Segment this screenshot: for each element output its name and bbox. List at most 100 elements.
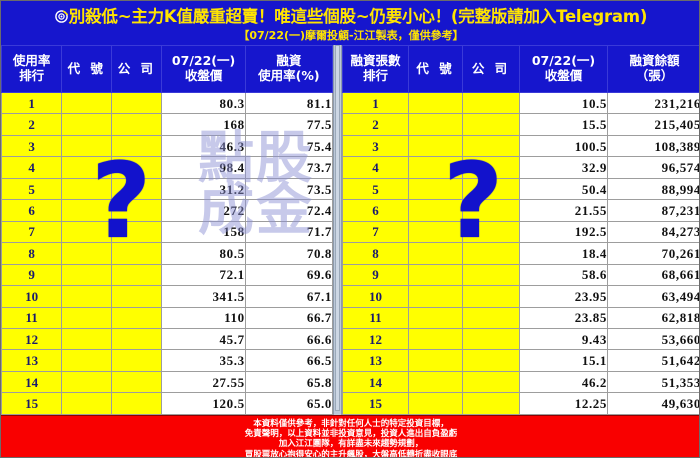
cell-company xyxy=(462,392,520,415)
table-row: 9 58.6 68,661 xyxy=(342,263,699,287)
cell-code xyxy=(61,285,113,308)
cell-value: 53,660 xyxy=(607,327,699,351)
table-row: 10 341.5 67.1 xyxy=(1,285,334,308)
right-table-body: 1 10.5 231,216 2 15.5 215,405 3 100.5 108,389 4 32… xyxy=(342,91,699,415)
table-row: 3 46.3 75.4 xyxy=(1,134,334,158)
cell-value: 88,994 xyxy=(607,177,699,201)
table-row: 5 50.4 88,994 xyxy=(342,177,699,201)
cell-close-price: 10.5 xyxy=(519,91,608,115)
cell-close-price: 80.3 xyxy=(161,91,246,115)
column-header-margin-usage-rate: 融資 使用率(%) xyxy=(244,45,334,93)
cell-rank: 13 xyxy=(342,349,409,372)
cell-value: 73.7 xyxy=(244,156,334,179)
cell-value: 63,494 xyxy=(607,285,699,308)
cell-code xyxy=(61,392,113,415)
cell-close-price: 341.5 xyxy=(161,285,246,308)
cell-rank: 11 xyxy=(1,306,63,329)
table-row: 4 98.4 73.7 xyxy=(1,156,334,179)
page-title: 別殺低~主力K值嚴重超賣！唯這些個股~仍要小心！(完整版請加入Telegram) xyxy=(1,3,699,27)
cell-code xyxy=(408,392,463,415)
cell-code xyxy=(61,370,113,394)
cell-close-price: 192.5 xyxy=(519,220,608,244)
cell-company xyxy=(462,242,520,265)
cell-close-price: 98.4 xyxy=(161,156,246,179)
cell-code xyxy=(408,263,463,287)
cell-close-price: 23.85 xyxy=(519,306,608,329)
cell-rank: 10 xyxy=(342,285,409,308)
vertical-scrollbar[interactable] xyxy=(333,45,342,415)
target-icon xyxy=(54,10,68,23)
cell-company xyxy=(111,349,163,372)
cell-code xyxy=(61,199,113,222)
column-header-rank: 融資張數 排行 xyxy=(342,45,409,93)
cell-code xyxy=(408,199,463,222)
column-header-close-price: 07/22(一) 收盤價 xyxy=(519,45,608,93)
cell-rank: 4 xyxy=(342,156,409,179)
cell-close-price: 15.1 xyxy=(519,349,608,372)
cell-code xyxy=(61,349,113,372)
cell-code xyxy=(408,242,463,265)
cell-rank: 7 xyxy=(342,220,409,244)
cell-company xyxy=(462,306,520,329)
cell-company xyxy=(462,285,520,308)
table-row: 4 32.9 96,574 xyxy=(342,156,699,179)
cell-value: 70.8 xyxy=(244,242,334,265)
cell-close-price: 12.25 xyxy=(519,392,608,415)
cell-value: 75.4 xyxy=(244,134,334,158)
cell-value: 49,630 xyxy=(607,392,699,415)
cell-code xyxy=(408,306,463,329)
cell-value: 66.5 xyxy=(244,349,334,372)
cell-rank: 14 xyxy=(1,370,63,394)
cell-code xyxy=(61,306,113,329)
cell-value: 71.7 xyxy=(244,220,334,244)
cell-value: 51,353 xyxy=(607,370,699,394)
cell-close-price: 100.5 xyxy=(519,134,608,158)
disclaimer-line: 加入江江團隊，有詳盡未來趨勢規劃， xyxy=(278,439,424,450)
cell-company xyxy=(111,91,163,115)
scrollbar-thumb[interactable] xyxy=(335,45,340,411)
cell-code xyxy=(408,134,463,158)
table-row: 15 12.25 49,630 xyxy=(342,392,699,415)
table-row: 11 23.85 62,818 xyxy=(342,306,699,329)
cell-value: 66.6 xyxy=(244,327,334,351)
cell-rank: 7 xyxy=(1,220,63,244)
header-banner: 別殺低~主力K值嚴重超賣！唯這些個股~仍要小心！(完整版請加入Telegram)… xyxy=(1,1,699,45)
table-row: 1 10.5 231,216 xyxy=(342,91,699,115)
cell-code xyxy=(408,327,463,351)
cell-close-price: 23.95 xyxy=(519,285,608,308)
cell-rank: 12 xyxy=(1,327,63,351)
cell-rank: 10 xyxy=(1,285,63,308)
cell-rank: 5 xyxy=(1,177,63,201)
cell-company xyxy=(111,370,163,394)
cell-company xyxy=(111,327,163,351)
cell-code xyxy=(61,177,113,201)
cell-rank: 13 xyxy=(1,349,63,372)
cell-close-price: 50.4 xyxy=(519,177,608,201)
cell-rank: 3 xyxy=(1,134,63,158)
disclaimer-line: 買股票放心抱得安心的主升飆股，大盤高低轉折盡收眼底 xyxy=(244,449,458,458)
cell-rank: 15 xyxy=(1,392,63,415)
cell-close-price: 18.4 xyxy=(519,242,608,265)
table-row: 9 72.1 69.6 xyxy=(1,263,334,287)
table-header-row: 融資張數 排行 代 號 公 司 07/22(一) 收盤價 xyxy=(342,45,699,93)
cell-company xyxy=(111,285,163,308)
column-header-close-price: 07/22(一) 收盤價 xyxy=(161,45,246,93)
cell-rank: 11 xyxy=(342,306,409,329)
cell-value: 108,389 xyxy=(607,134,699,158)
table-row: 12 45.7 66.6 xyxy=(1,327,334,351)
cell-close-price: 35.3 xyxy=(161,349,246,372)
table-row: 11 110 66.7 xyxy=(1,306,334,329)
cell-value: 65.0 xyxy=(244,392,334,415)
cell-company xyxy=(462,220,520,244)
cell-value: 69.6 xyxy=(244,263,334,287)
column-header-rank: 使用率 排行 xyxy=(1,45,63,93)
table-row: 2 168 77.5 xyxy=(1,113,334,136)
cell-close-price: 80.5 xyxy=(161,242,246,265)
cell-close-price: 72.1 xyxy=(161,263,246,287)
table-row: 13 15.1 51,642 xyxy=(342,349,699,372)
cell-close-price: 158 xyxy=(161,220,246,244)
cell-code xyxy=(61,91,113,115)
cell-value: 77.5 xyxy=(244,113,334,136)
margin-balance-table: 融資張數 排行 代 號 公 司 07/22(一) 收盤價 xyxy=(342,45,699,415)
cell-value: 84,273 xyxy=(607,220,699,244)
